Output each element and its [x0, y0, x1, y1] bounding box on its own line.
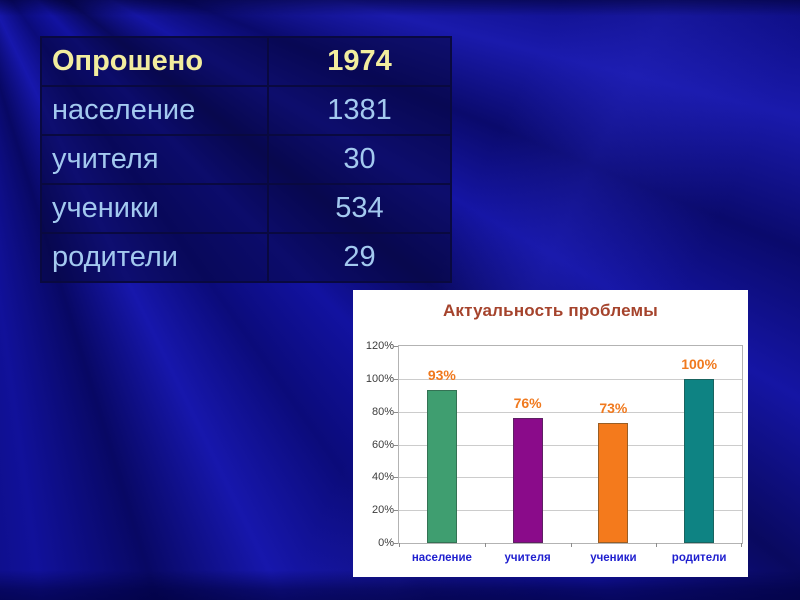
- y-axis-tick: [394, 510, 398, 512]
- table-row: родители 29: [42, 232, 450, 281]
- x-axis-tick: [484, 543, 486, 547]
- table-header-row: Опрошено 1974: [42, 38, 450, 85]
- y-axis-tick: [394, 477, 398, 479]
- gridline: [399, 378, 742, 380]
- y-axis-tick: [394, 378, 398, 380]
- table-row-value: 1381: [267, 87, 450, 134]
- table-row: население 1381: [42, 85, 450, 134]
- y-axis-tick-label: 80%: [371, 405, 394, 418]
- bar-учителя: [512, 418, 543, 543]
- x-axis-tick: [656, 543, 658, 547]
- y-axis-tick-label: 0%: [378, 537, 394, 549]
- y-axis-tick-label: 60%: [371, 438, 394, 451]
- chart-title: Актуальность проблемы: [442, 301, 659, 320]
- bar-ученики: [598, 423, 629, 543]
- chart-plot-area: 0% 20% 40% 60% 80% 100% 120% 93% население 76% учи…: [366, 340, 743, 564]
- y-axis-tick-label: 20%: [371, 504, 394, 517]
- survey-table: Опрошено 1974 население 1381 учителя 30 …: [40, 36, 452, 283]
- x-axis-category-label: ученики: [590, 552, 637, 564]
- table-header-value: 1974: [267, 38, 450, 85]
- gridline: [399, 510, 742, 512]
- y-axis-tick-label: 40%: [371, 471, 394, 484]
- table-row-value: 29: [267, 234, 450, 281]
- bar-value-label: 93%: [427, 367, 456, 384]
- y-axis-tick-label: 120%: [365, 340, 394, 352]
- table-row: учителя 30: [42, 134, 450, 183]
- y-axis-tick-label: 100%: [365, 372, 394, 385]
- gridline: [399, 477, 742, 479]
- x-axis-tick: [741, 543, 742, 547]
- y-axis-tick: [394, 444, 398, 446]
- x-axis-tick: [399, 543, 400, 547]
- bar-value-label: 76%: [513, 395, 542, 412]
- gridline: [399, 444, 742, 446]
- table-header-label: Опрошено: [52, 45, 204, 77]
- x-axis-category-label: население: [411, 552, 472, 564]
- table-row-label: ученики: [52, 192, 159, 224]
- gridline: [399, 411, 742, 413]
- y-axis-tick: [394, 543, 398, 544]
- bar-value-label: 73%: [599, 400, 628, 417]
- table-row-label: население: [52, 94, 196, 126]
- table-row-label: родители: [52, 241, 178, 273]
- bar-население: [426, 390, 457, 543]
- table-row-value: 534: [267, 185, 450, 232]
- table-row-label: учителя: [52, 143, 159, 175]
- bar-родители: [684, 378, 715, 543]
- y-axis-tick: [394, 346, 398, 347]
- bar-value-label: 100%: [681, 355, 718, 372]
- bar-chart: Актуальность проблемы 0% 20% 40% 60% 80% 100%…: [353, 290, 748, 577]
- x-axis-tick: [570, 543, 572, 547]
- x-axis-category-label: родители: [671, 552, 727, 564]
- x-axis-category-label: учителя: [504, 552, 551, 564]
- y-axis-tick: [394, 411, 398, 413]
- table-row: ученики 534: [42, 183, 450, 232]
- table-row-value: 30: [267, 136, 450, 183]
